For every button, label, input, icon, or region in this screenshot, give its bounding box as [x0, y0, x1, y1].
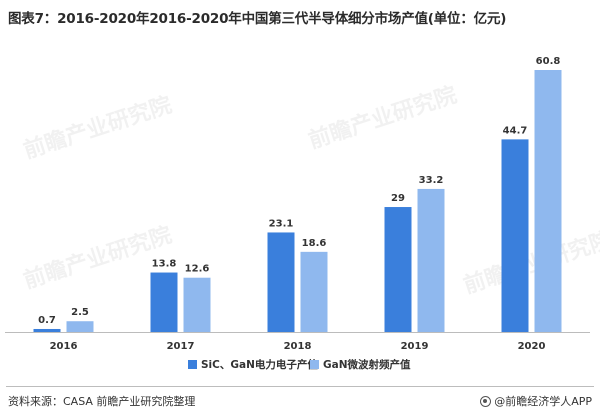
- brand: @前瞻经济学人APP: [480, 393, 592, 409]
- legend-swatch: [188, 360, 197, 369]
- brand-text: @前瞻经济学人APP: [494, 395, 592, 408]
- brand-logo-icon: [480, 395, 492, 407]
- bar-series1: [501, 139, 529, 332]
- data-label: 18.6: [302, 238, 327, 249]
- data-label: 12.6: [185, 264, 210, 275]
- data-label: 0.7: [38, 315, 56, 326]
- data-label: 2.5: [71, 307, 89, 318]
- bar-series2: [300, 251, 328, 332]
- x-tick-label: 2020: [518, 341, 546, 352]
- data-label: 44.7: [503, 125, 528, 136]
- data-label: 60.8: [536, 56, 561, 67]
- data-label: 23.1: [269, 218, 294, 229]
- legend-swatch: [310, 360, 319, 369]
- data-label: 13.8: [152, 259, 177, 270]
- data-label: 33.2: [419, 175, 444, 186]
- chart-title: 图表7：2016-2020年2016-2020年中国第三代半导体细分市场产值(单…: [8, 11, 507, 27]
- bar-series2: [183, 277, 211, 332]
- legend-label: GaN微波射频产值: [323, 358, 411, 371]
- bar-series2: [417, 188, 445, 332]
- bar-series2: [534, 70, 562, 332]
- x-tick-label: 2016: [50, 341, 78, 352]
- bar-series1: [384, 207, 412, 332]
- x-tick-label: 2017: [167, 341, 195, 352]
- footer-divider: [6, 386, 594, 387]
- data-label: 29: [391, 193, 405, 204]
- x-tick-label: 2018: [284, 341, 312, 352]
- bar-series2: [66, 321, 94, 332]
- x-tick-label: 2019: [401, 341, 429, 352]
- source-note: 资料来源：CASA 前瞻产业研究院整理: [8, 395, 196, 408]
- bar-series1: [267, 232, 295, 332]
- bar-series1: [33, 328, 61, 332]
- legend-label: SiC、GaN电力电子产值: [201, 358, 318, 371]
- bar-chart: 0.7 2.5 2016 13.8 12.6 2017 23.1 18.6 2018 29 33.2…: [5, 56, 590, 371]
- bar-series1: [150, 272, 178, 332]
